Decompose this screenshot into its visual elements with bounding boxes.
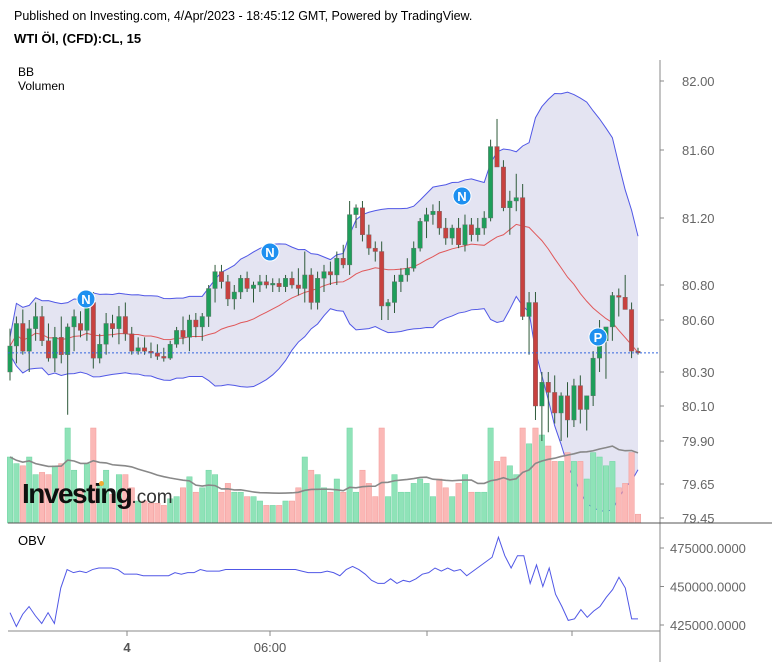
- published-caption: Published on Investing.com, 4/Apr/2023 -…: [14, 9, 473, 23]
- svg-text:79.65: 79.65: [682, 477, 715, 492]
- volume-ma-line: [9, 445, 639, 494]
- logo-dot-icon: [99, 481, 104, 486]
- obv-axis-ticks: 475000.0000 450000.0000 425000.0000: [660, 541, 746, 633]
- indicator-label-volume[interactable]: Volumen: [18, 79, 65, 93]
- price-axis-ticks: 82.00 81.60 81.20 80.80 80.60 80.30 80.10 79.90…: [660, 74, 715, 526]
- event-marker-n[interactable]: N: [452, 186, 472, 206]
- time-axis-ticks: 4 06:00: [123, 631, 573, 655]
- svg-text:81.60: 81.60: [682, 143, 715, 158]
- svg-text:N: N: [265, 245, 274, 260]
- svg-text:80.10: 80.10: [682, 399, 715, 414]
- svg-text:N: N: [81, 292, 90, 307]
- chart-title: WTI Öl, (CFD):CL, 15: [14, 31, 142, 46]
- svg-text:80.80: 80.80: [682, 278, 715, 293]
- svg-text:425000.0000: 425000.0000: [670, 618, 746, 633]
- event-marker-p[interactable]: P: [588, 327, 608, 347]
- svg-text:81.20: 81.20: [682, 211, 715, 226]
- svg-text:P: P: [594, 330, 603, 345]
- investing-logo: Investing.com: [22, 478, 173, 510]
- svg-text:79.45: 79.45: [682, 511, 715, 526]
- candlesticks: [7, 118, 641, 441]
- svg-text:4: 4: [123, 640, 131, 655]
- svg-text:80.30: 80.30: [682, 365, 715, 380]
- svg-text:79.90: 79.90: [682, 434, 715, 449]
- svg-text:82.00: 82.00: [682, 74, 715, 89]
- logo-text: Investing: [22, 478, 133, 509]
- logo-suffix: .com: [131, 487, 173, 508]
- svg-text:N: N: [457, 189, 466, 204]
- svg-text:80.60: 80.60: [682, 313, 715, 328]
- obv-line: [9, 535, 638, 628]
- svg-text:06:00: 06:00: [254, 640, 287, 655]
- svg-text:450000.0000: 450000.0000: [670, 580, 746, 595]
- indicator-label-bb[interactable]: BB: [18, 65, 35, 79]
- svg-text:475000.0000: 475000.0000: [670, 541, 746, 556]
- event-marker-n[interactable]: N: [260, 242, 280, 262]
- indicator-label-obv[interactable]: OBV: [18, 533, 46, 548]
- event-marker-n[interactable]: N: [76, 289, 96, 309]
- event-markers[interactable]: N N N P: [76, 186, 608, 347]
